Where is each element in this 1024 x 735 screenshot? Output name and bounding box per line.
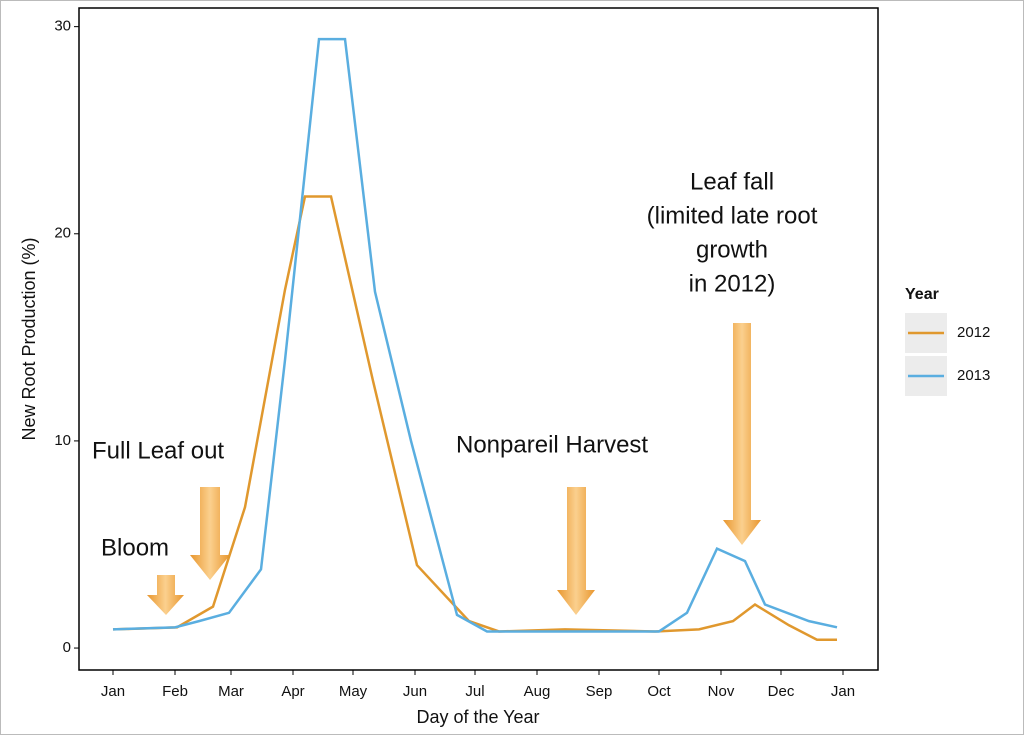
x-tick-label: Jan <box>101 683 125 700</box>
plot-panel <box>78 7 879 671</box>
x-axis-title: Day of the Year <box>416 707 539 727</box>
y-tick-label: 0 <box>63 639 71 656</box>
x-tick-label: Jun <box>403 683 427 700</box>
series-line <box>112 37 838 633</box>
annotation: Leaf fall <box>690 168 774 195</box>
x-tick-label: Aug <box>524 683 551 700</box>
arrow <box>190 487 230 580</box>
annotation: Bloom <box>101 534 169 561</box>
x-tick-label: Oct <box>647 683 671 700</box>
x-tick-label: Nov <box>708 683 735 700</box>
x-tick-label: Jul <box>465 683 484 700</box>
arrow <box>557 487 595 615</box>
y-tick-label: 20 <box>54 225 71 242</box>
annotation: growth <box>696 236 768 263</box>
y-tick-label: 30 <box>54 18 71 35</box>
x-tick-label: May <box>339 683 368 700</box>
arrow <box>147 575 184 615</box>
x-tick-label: Dec <box>768 683 795 700</box>
x-tick-label: Sep <box>586 683 613 700</box>
x-tick-label: Feb <box>162 683 188 700</box>
legend-title: Year <box>905 286 939 303</box>
x-tick-label: Mar <box>218 683 244 700</box>
legend-label: 2012 <box>957 324 990 341</box>
legend-label: 2013 <box>957 367 990 384</box>
annotation: in 2012) <box>689 270 776 297</box>
y-tick-label: 10 <box>54 432 71 449</box>
annotation: Full Leaf out <box>92 437 224 464</box>
arrow <box>723 323 761 545</box>
x-tick-label: Jan <box>831 683 855 700</box>
x-tick-label: Apr <box>281 683 304 700</box>
annotation: Nonpareil Harvest <box>456 431 648 458</box>
annotation: (limited late root <box>647 202 818 229</box>
y-axis-title: New Root Production (%) <box>19 237 39 440</box>
